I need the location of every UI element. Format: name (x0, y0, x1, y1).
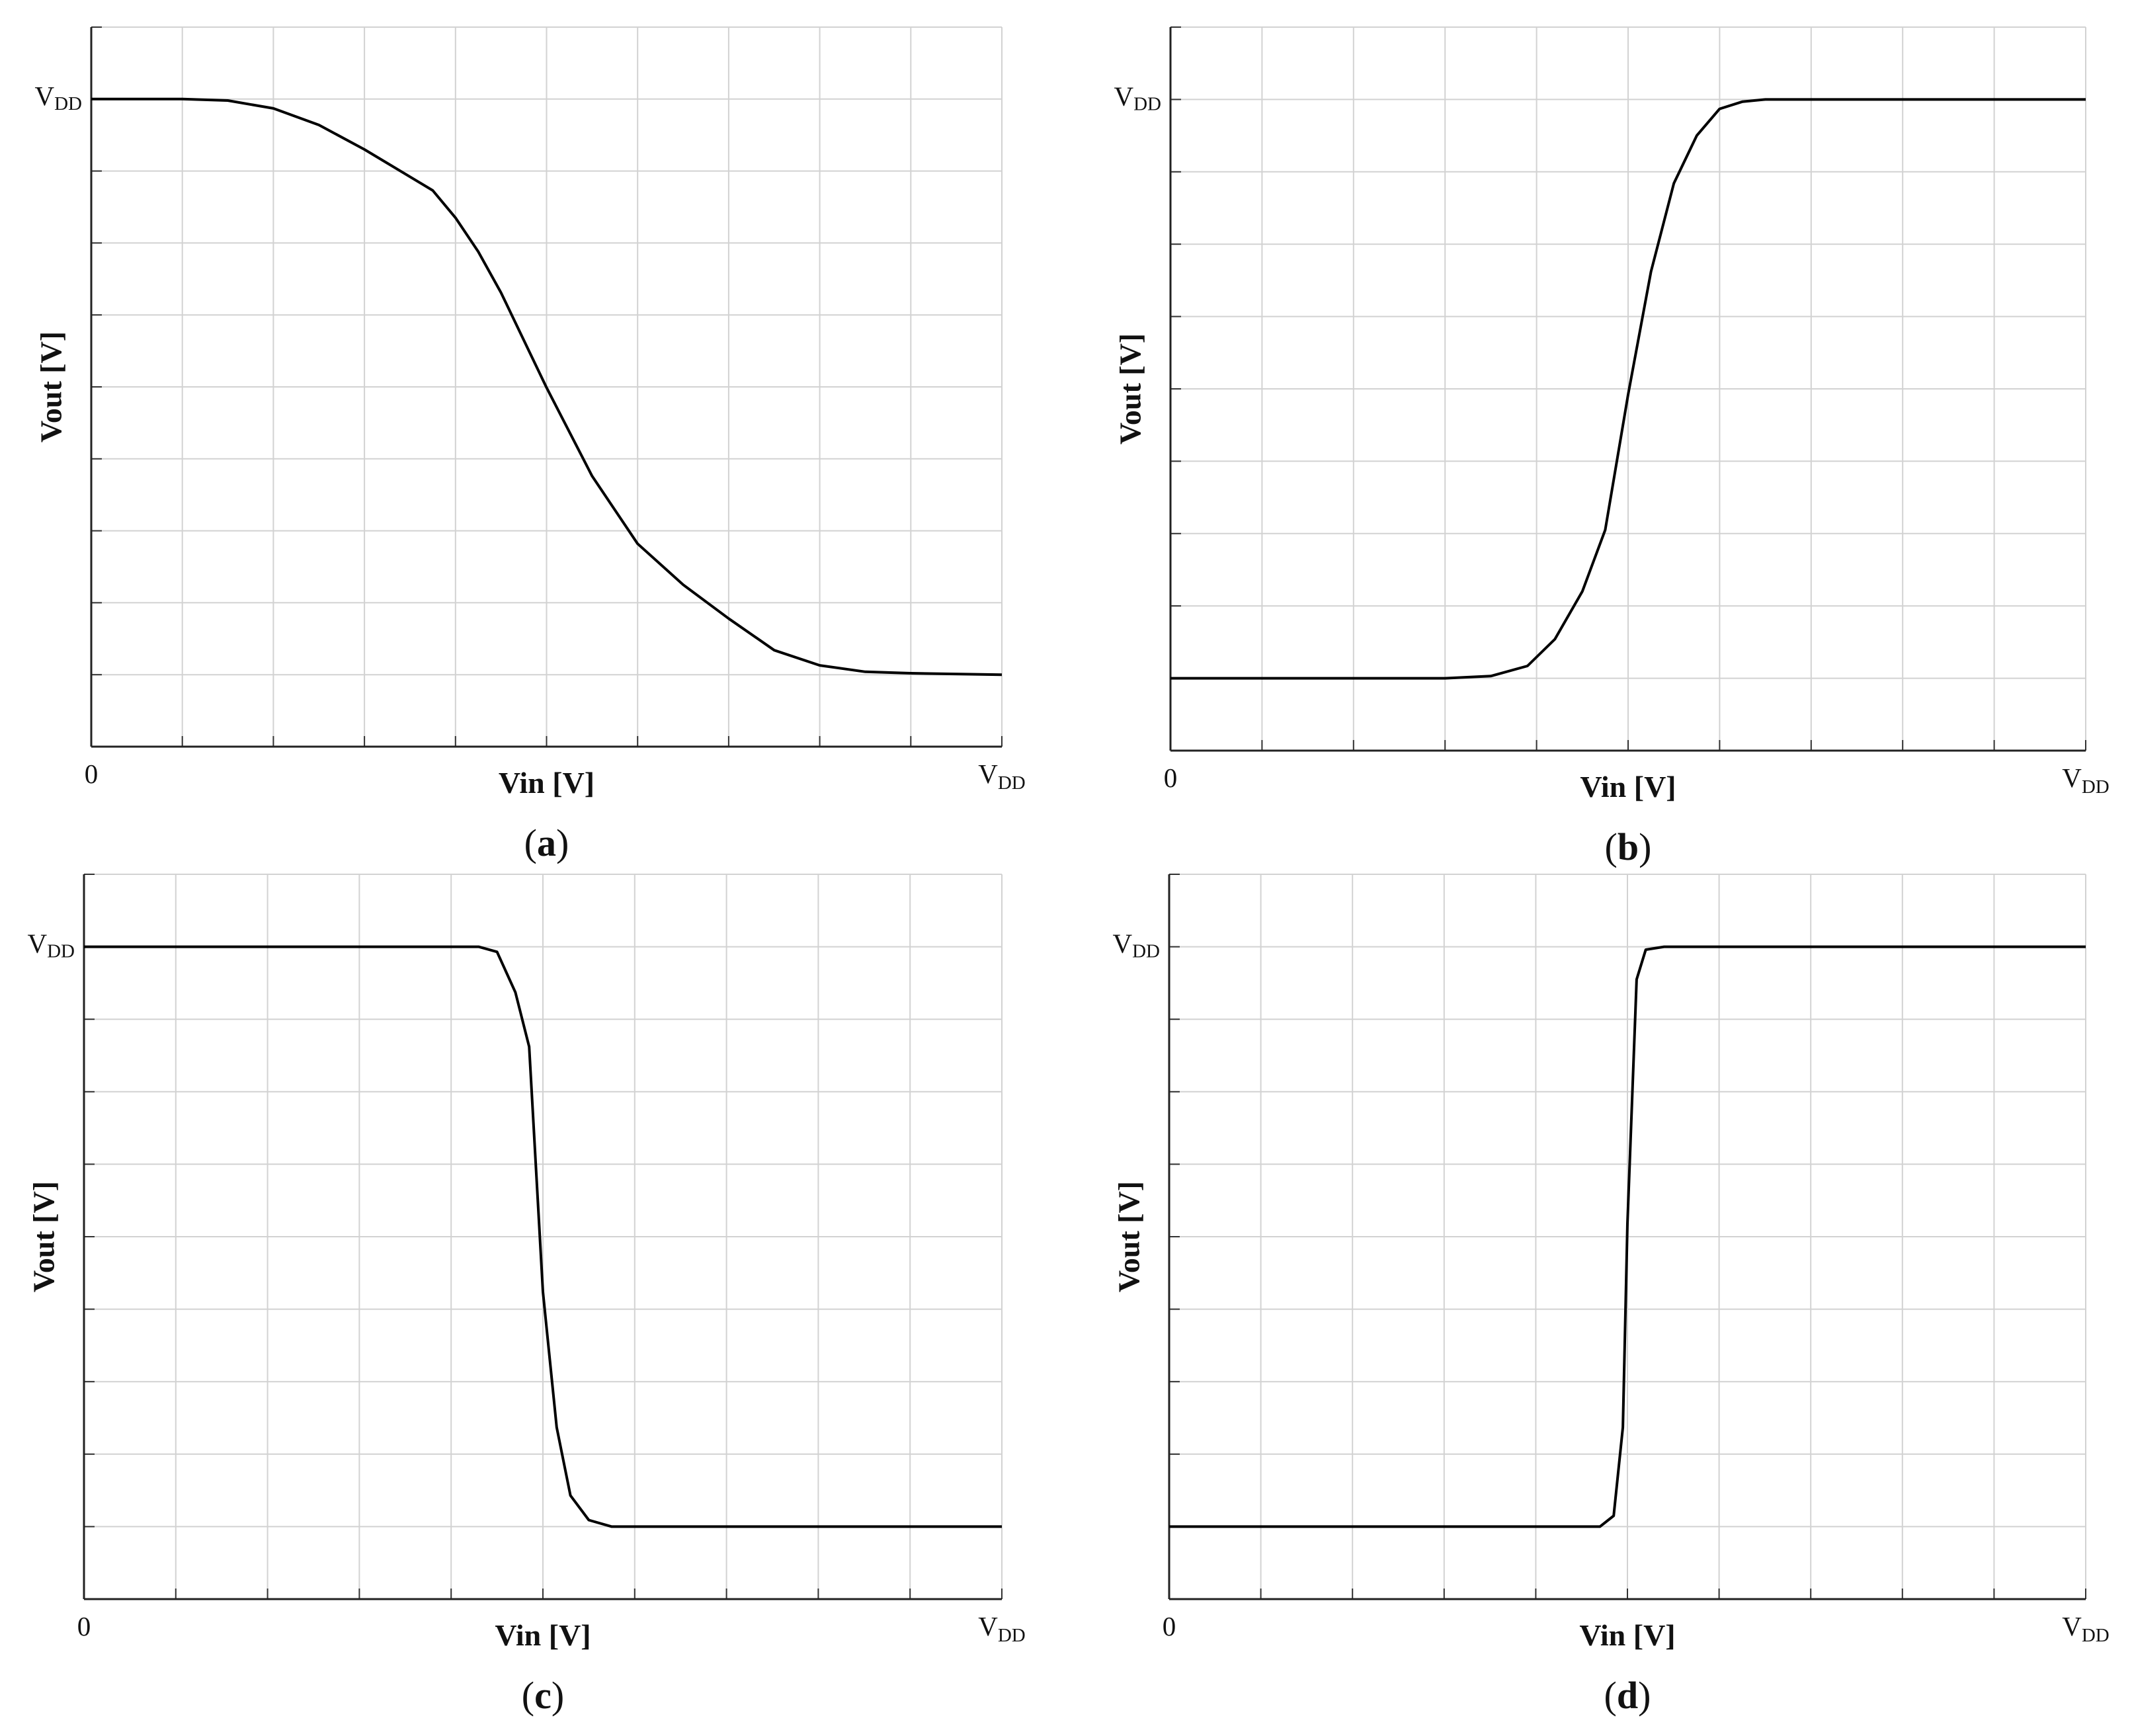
y-tick-label: VDD (1114, 81, 1162, 114)
panel-caption: (c) (522, 1674, 564, 1717)
data-line (91, 97, 1003, 677)
x-tick-label: VDD (978, 759, 1026, 794)
x-tick-label: VDD (978, 1611, 1026, 1646)
y-axis-title: Vout [V] (1114, 333, 1147, 444)
panel: VDD 0 VDD Vin [V] Vout [V] (d) (1112, 874, 2110, 1717)
x-axis-title: Vin [V] (1580, 770, 1676, 804)
y-axis-title: Vout [V] (27, 1181, 61, 1292)
data-line (1170, 98, 2086, 680)
y-tick-label: VDD (28, 929, 75, 962)
data-line (1169, 945, 2086, 1528)
x-tick-label: VDD (2062, 763, 2110, 798)
y-tick-label: VDD (35, 81, 83, 114)
y-tick-label: VDD (1113, 929, 1161, 962)
panel-caption: (d) (1604, 1674, 1651, 1717)
x-axis-title: Vin [V] (1579, 1618, 1675, 1652)
panel: VDD 0 VDD Vin [V] Vout [V] (a) (34, 26, 1026, 864)
x-axis-title: Vin [V] (495, 1618, 591, 1652)
y-axis-title: Vout [V] (34, 331, 68, 442)
data-line (84, 945, 1002, 1528)
x-tick-label: 0 (77, 1611, 91, 1641)
panel-caption: (b) (1605, 825, 1652, 868)
x-tick-label: VDD (2062, 1611, 2110, 1646)
panel-caption: (a) (524, 821, 569, 864)
panel: VDD 0 VDD Vin [V] Vout [V] (c) (27, 874, 1026, 1717)
x-tick-label: 0 (1163, 1611, 1176, 1641)
panel: VDD 0 VDD Vin [V] Vout [V] (b) (1114, 26, 2110, 868)
x-axis-title: Vin [V] (499, 766, 594, 800)
y-axis-title: Vout [V] (1112, 1181, 1146, 1292)
x-tick-label: 0 (1164, 763, 1178, 793)
x-tick-label: 0 (85, 759, 99, 789)
